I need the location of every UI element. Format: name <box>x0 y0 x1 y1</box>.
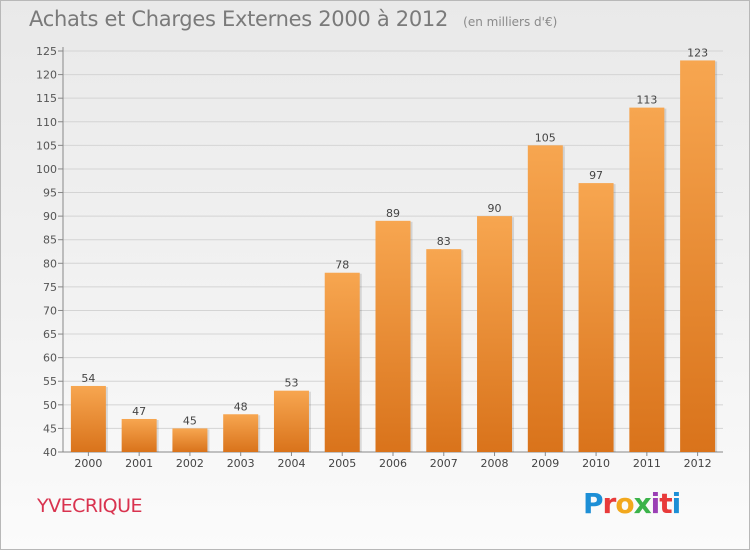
x-tick-label: 2006 <box>379 457 407 470</box>
y-tick-label: 95 <box>43 187 57 200</box>
bar <box>172 428 208 452</box>
y-tick-label: 85 <box>43 234 57 247</box>
bar <box>629 107 665 453</box>
logo-letter: t <box>659 487 672 520</box>
bar <box>121 418 157 452</box>
logo-letter: i <box>650 487 661 520</box>
x-tick-label: 2002 <box>176 457 204 470</box>
x-tick-label: 2007 <box>430 457 458 470</box>
y-tick-label: 75 <box>43 281 57 294</box>
y-tick-label: 110 <box>36 116 57 129</box>
y-tick-label: 45 <box>43 422 57 435</box>
data-label: 47 <box>132 405 146 418</box>
y-tick-label: 65 <box>43 328 57 341</box>
logo-letter: P <box>583 487 604 520</box>
x-tick-label: 2008 <box>481 457 509 470</box>
bar <box>578 183 614 452</box>
x-tick-label: 2010 <box>582 457 610 470</box>
logo-letter: o <box>615 487 634 520</box>
y-tick-label: 60 <box>43 352 57 365</box>
logo-letter: r <box>602 487 617 520</box>
data-label: 45 <box>183 414 197 427</box>
chart-unit: (en milliers d'€) <box>463 15 558 29</box>
logo-letter: x <box>633 487 652 520</box>
title-row: Achats et Charges Externes 2000 à 2012 (… <box>29 7 557 31</box>
bar <box>426 249 462 452</box>
data-label: 83 <box>437 235 451 248</box>
bar <box>527 145 563 452</box>
data-label: 78 <box>335 259 349 272</box>
x-tick-label: 2004 <box>277 457 305 470</box>
bar <box>680 60 716 452</box>
data-label: 105 <box>535 131 556 144</box>
y-tick-label: 70 <box>43 304 57 317</box>
y-tick-label: 105 <box>36 139 57 152</box>
proxiti-logo: Proxiti <box>583 487 682 520</box>
x-tick-label: 2001 <box>125 457 153 470</box>
data-label: 54 <box>81 372 95 385</box>
y-tick-label: 125 <box>36 45 57 58</box>
bar <box>324 272 360 452</box>
y-tick-label: 115 <box>36 92 57 105</box>
y-tick-label: 50 <box>43 399 57 412</box>
y-tick-label: 120 <box>36 69 57 82</box>
bar <box>223 414 259 452</box>
bar <box>477 216 513 452</box>
data-label: 123 <box>687 46 708 59</box>
bar <box>70 385 106 452</box>
commune-name: YVECRIQUE <box>37 495 143 517</box>
y-tick-label: 40 <box>43 446 57 459</box>
y-tick-label: 55 <box>43 375 57 388</box>
data-label: 113 <box>636 94 657 107</box>
x-tick-label: 2009 <box>531 457 559 470</box>
data-label: 48 <box>234 400 248 413</box>
bar <box>375 220 411 452</box>
y-tick-label: 100 <box>36 163 57 176</box>
bar <box>273 390 309 452</box>
y-tick-label: 80 <box>43 257 57 270</box>
data-label: 97 <box>589 169 603 182</box>
x-tick-label: 2000 <box>74 457 102 470</box>
chart-title: Achats et Charges Externes 2000 à 2012 <box>29 7 449 31</box>
logo-letter: i <box>671 487 682 520</box>
x-tick-label: 2011 <box>633 457 661 470</box>
data-label: 90 <box>488 202 502 215</box>
x-tick-label: 2003 <box>227 457 255 470</box>
data-label: 53 <box>284 377 298 390</box>
y-tick-label: 90 <box>43 210 57 223</box>
x-tick-label: 2005 <box>328 457 356 470</box>
x-tick-label: 2012 <box>684 457 712 470</box>
data-label: 89 <box>386 207 400 220</box>
